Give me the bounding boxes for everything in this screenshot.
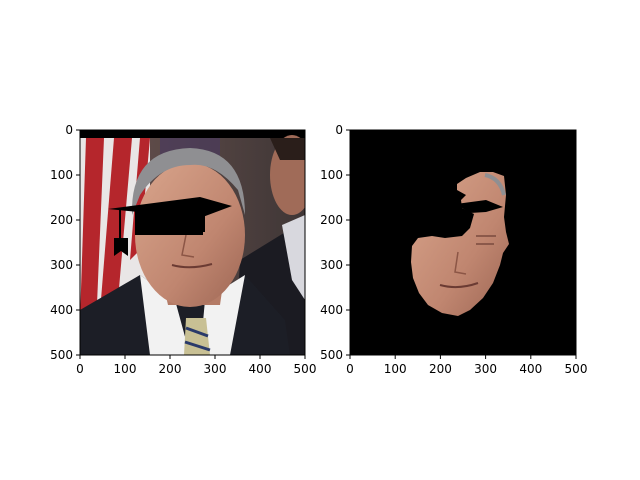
left-x-tick-label: 200 [159, 362, 182, 376]
left-x-tick-label: 0 [76, 362, 84, 376]
right-x-tick-label: 500 [565, 362, 588, 376]
left-x-tick-label: 100 [114, 362, 137, 376]
left-x-tick-label: 300 [204, 362, 227, 376]
left-y-tick-label: 300 [50, 258, 73, 272]
left-axes-frame [79, 129, 306, 356]
graduation-cap-icon [108, 197, 232, 256]
left-y-tick-label: 0 [65, 123, 73, 137]
hair [131, 148, 245, 215]
right-y-tick-label: 200 [320, 213, 343, 227]
second-person [235, 135, 305, 355]
right-y-tick-label: 500 [320, 348, 343, 362]
suit [80, 275, 290, 355]
right-x-tick-label: 0 [346, 362, 354, 376]
left-y-tick-label: 500 [50, 348, 73, 362]
left-x-tick-label: 500 [294, 362, 317, 376]
tie [184, 318, 210, 355]
right-y-tick-label: 400 [320, 303, 343, 317]
left-x-tick-label: 400 [249, 362, 272, 376]
left-y-tick-label: 400 [50, 303, 73, 317]
right-x-tick-label: 100 [384, 362, 407, 376]
right-axes-frame [349, 129, 577, 356]
right-y-tick-label: 100 [320, 168, 343, 182]
right-x-tick-label: 300 [474, 362, 497, 376]
right-y-tick-label: 0 [335, 123, 343, 137]
right-image [350, 130, 576, 355]
left-y-tick-label: 100 [50, 168, 73, 182]
right-x-tick-label: 400 [519, 362, 542, 376]
left-y-tick-label: 200 [50, 213, 73, 227]
left-image [80, 130, 305, 355]
right-y-tick-label: 300 [320, 258, 343, 272]
right-x-tick-label: 200 [429, 362, 452, 376]
graduation-cap-icon [456, 200, 503, 213]
